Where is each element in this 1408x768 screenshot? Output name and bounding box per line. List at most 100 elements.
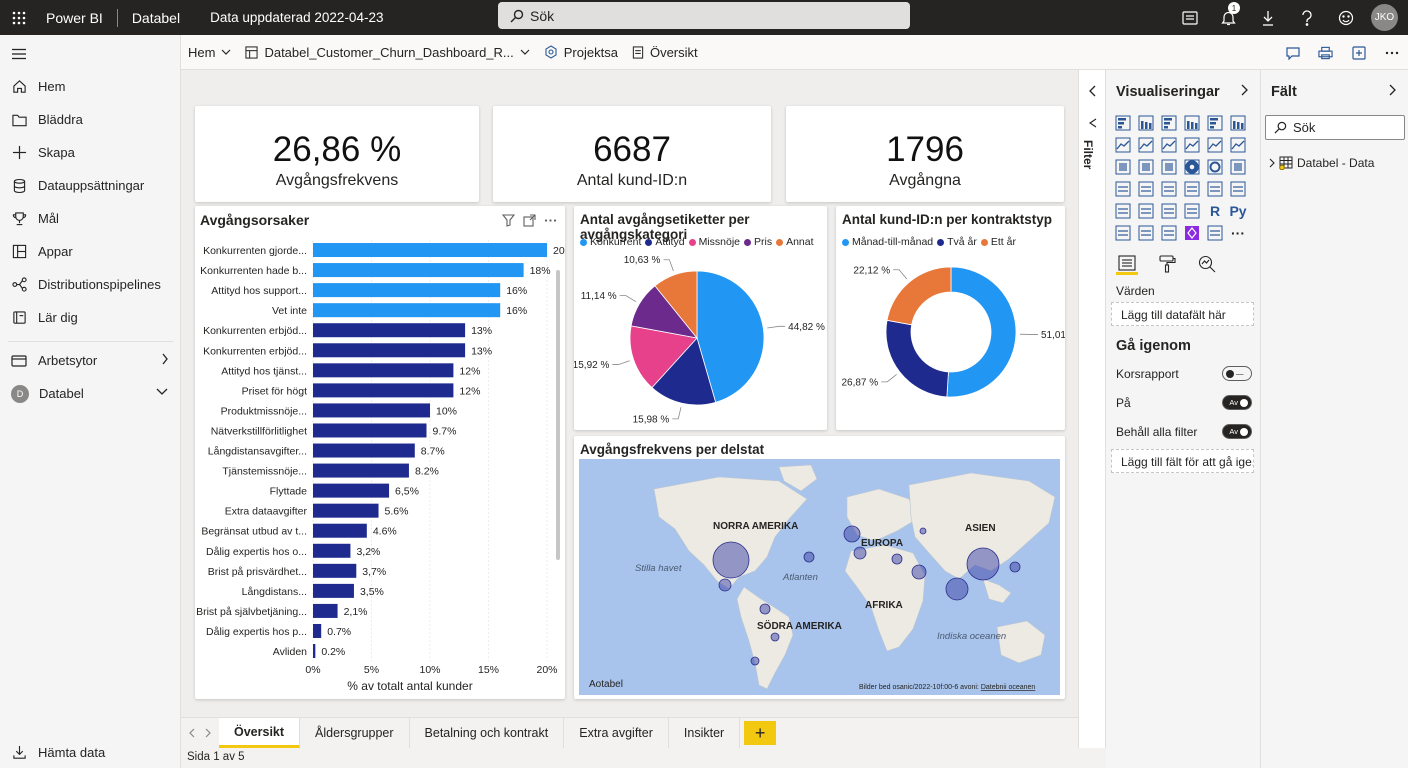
download-icon[interactable] <box>1248 0 1287 35</box>
filter-icon[interactable] <box>502 214 515 227</box>
tab-insikter[interactable]: Insikter <box>669 718 741 748</box>
ribbon-chart-icon[interactable] <box>1229 136 1247 154</box>
bar[interactable] <box>313 263 524 278</box>
filters-pane-collapsed[interactable]: Filter <box>1078 70 1106 748</box>
cross-report-toggle[interactable]: — <box>1222 366 1252 381</box>
help-icon[interactable] <box>1287 0 1326 35</box>
legend-item[interactable]: Pris <box>744 236 772 248</box>
table-icon[interactable] <box>1160 202 1178 220</box>
map-icon[interactable] <box>1114 180 1132 198</box>
paginated-icon[interactable] <box>1206 224 1224 242</box>
bar[interactable] <box>313 483 390 498</box>
qa-icon[interactable] <box>1160 224 1178 242</box>
slice[interactable] <box>885 319 949 398</box>
drill-through-drop-zone[interactable]: Lägg till fält för att gå ige... <box>1111 449 1254 473</box>
bar[interactable] <box>313 363 454 378</box>
legend-item[interactable]: Missnöje <box>688 236 740 248</box>
bar[interactable] <box>313 383 454 398</box>
tab-aldersgrupper[interactable]: Åldersgrupper <box>300 718 410 748</box>
slicer-icon[interactable] <box>1137 202 1155 220</box>
area-chart-icon[interactable] <box>1137 136 1155 154</box>
user-avatar[interactable]: JKO <box>1371 4 1398 31</box>
focus-mode-icon[interactable] <box>523 214 536 227</box>
bar[interactable] <box>313 523 367 538</box>
bar[interactable] <box>313 343 466 358</box>
bar[interactable] <box>313 403 430 418</box>
more-visuals-icon[interactable]: ··· <box>1229 224 1247 242</box>
smiley-icon[interactable] <box>1326 0 1365 35</box>
line-chart-icon[interactable] <box>1114 136 1132 154</box>
stacked-area-icon[interactable] <box>1160 136 1178 154</box>
format-paint-roller-icon[interactable] <box>1156 253 1178 275</box>
nav-create[interactable]: Skapa <box>0 136 181 169</box>
legend-item[interactable]: Ett år <box>980 236 1016 248</box>
bar[interactable] <box>313 583 354 598</box>
bar[interactable] <box>313 283 501 298</box>
chevron-right-icon[interactable] <box>205 728 211 738</box>
bar-chart-visual[interactable]: Avgångsorsaker 0% 5% 10% 15% 20% Konkurrenten… <box>195 206 565 699</box>
share-icon[interactable] <box>1342 35 1375 70</box>
notifications-icon[interactable]: 1 <box>1209 0 1248 35</box>
bar[interactable] <box>313 644 316 659</box>
page-link[interactable]: Översikt <box>632 45 698 60</box>
filled-map-icon[interactable] <box>1137 180 1155 198</box>
nav-learn[interactable]: Lär dig <box>0 301 181 334</box>
100-bar-icon[interactable] <box>1206 114 1224 132</box>
donut-chart-visual[interactable]: Antal kund-ID:n per kontraktstyp Månad-t… <box>836 206 1065 430</box>
nav-browse[interactable]: Bläddra <box>0 103 181 136</box>
bar[interactable] <box>313 243 547 258</box>
python-visual-icon[interactable]: Py <box>1229 202 1247 220</box>
bar[interactable] <box>313 563 357 578</box>
search-box[interactable]: Sök <box>498 2 910 29</box>
workspace-name[interactable]: Databel <box>131 9 181 26</box>
decomposition-tree-icon[interactable] <box>1137 224 1155 242</box>
bar[interactable] <box>313 503 379 518</box>
bar[interactable] <box>313 603 338 618</box>
pie-icon[interactable] <box>1183 158 1201 176</box>
home-menu[interactable]: Hem <box>188 45 231 60</box>
slice[interactable] <box>696 270 765 403</box>
nav-pipelines[interactable]: Distributionspipelines <box>0 268 181 301</box>
nav-home[interactable]: Hem <box>0 70 181 103</box>
legend-item[interactable]: Annat <box>776 236 814 248</box>
matrix-icon[interactable] <box>1183 202 1201 220</box>
nav-goals[interactable]: Mål <box>0 202 181 235</box>
chevron-right-icon[interactable] <box>1389 84 1396 96</box>
nav-workspaces[interactable]: Arbetsytor <box>0 344 181 377</box>
slice[interactable] <box>654 270 698 340</box>
clustered-column-icon[interactable] <box>1183 114 1201 132</box>
app-name[interactable]: Power BI <box>46 9 103 26</box>
kpi-card-customer-count[interactable]: 6687 Antal kund-ID:n <box>493 106 771 202</box>
bar[interactable] <box>313 323 466 338</box>
clustered-bar-icon[interactable] <box>1160 114 1178 132</box>
legend-item[interactable]: Två år <box>937 236 977 248</box>
collapse-arrow-icon[interactable] <box>1088 118 1098 128</box>
r-visual-icon[interactable]: R <box>1206 202 1224 220</box>
on-toggle[interactable]: Av <box>1222 395 1252 410</box>
donut-icon[interactable] <box>1206 158 1224 176</box>
bar[interactable] <box>313 623 322 638</box>
fields-search-input[interactable]: Sök <box>1265 115 1405 140</box>
fields-well-icon[interactable] <box>1116 253 1138 275</box>
chevron-left-icon[interactable] <box>189 728 195 738</box>
chevron-left-icon[interactable] <box>1089 85 1096 97</box>
bar[interactable] <box>313 303 501 318</box>
kpi-card-churn-rate[interactable]: 26,86 % Avgångsfrekvens <box>195 106 479 202</box>
stacked-column-icon[interactable] <box>1137 114 1155 132</box>
line-clustered-icon[interactable] <box>1206 136 1224 154</box>
100-column-icon[interactable] <box>1229 114 1247 132</box>
add-page-button[interactable]: + <box>744 721 777 745</box>
map-visual[interactable]: Avgångsfrekvens per delstat <box>574 436 1065 699</box>
slice[interactable] <box>629 325 698 389</box>
shape-map-icon[interactable] <box>1160 180 1178 198</box>
kpi-icon[interactable] <box>1114 202 1132 220</box>
project-link[interactable]: Projektsa <box>544 45 618 60</box>
funnel-icon[interactable] <box>1137 158 1155 176</box>
scatter-icon[interactable] <box>1160 158 1178 176</box>
legend-item[interactable]: Attityd <box>645 236 685 248</box>
comment-icon[interactable] <box>1276 35 1309 70</box>
kpi-card-churned[interactable]: 1796 Avgångna <box>786 106 1064 202</box>
tab-betalning-och-kontrakt[interactable]: Betalning och kontrakt <box>410 718 565 748</box>
tab-oversikt[interactable]: Översikt <box>219 718 301 748</box>
feedback-icon[interactable] <box>1170 0 1209 35</box>
